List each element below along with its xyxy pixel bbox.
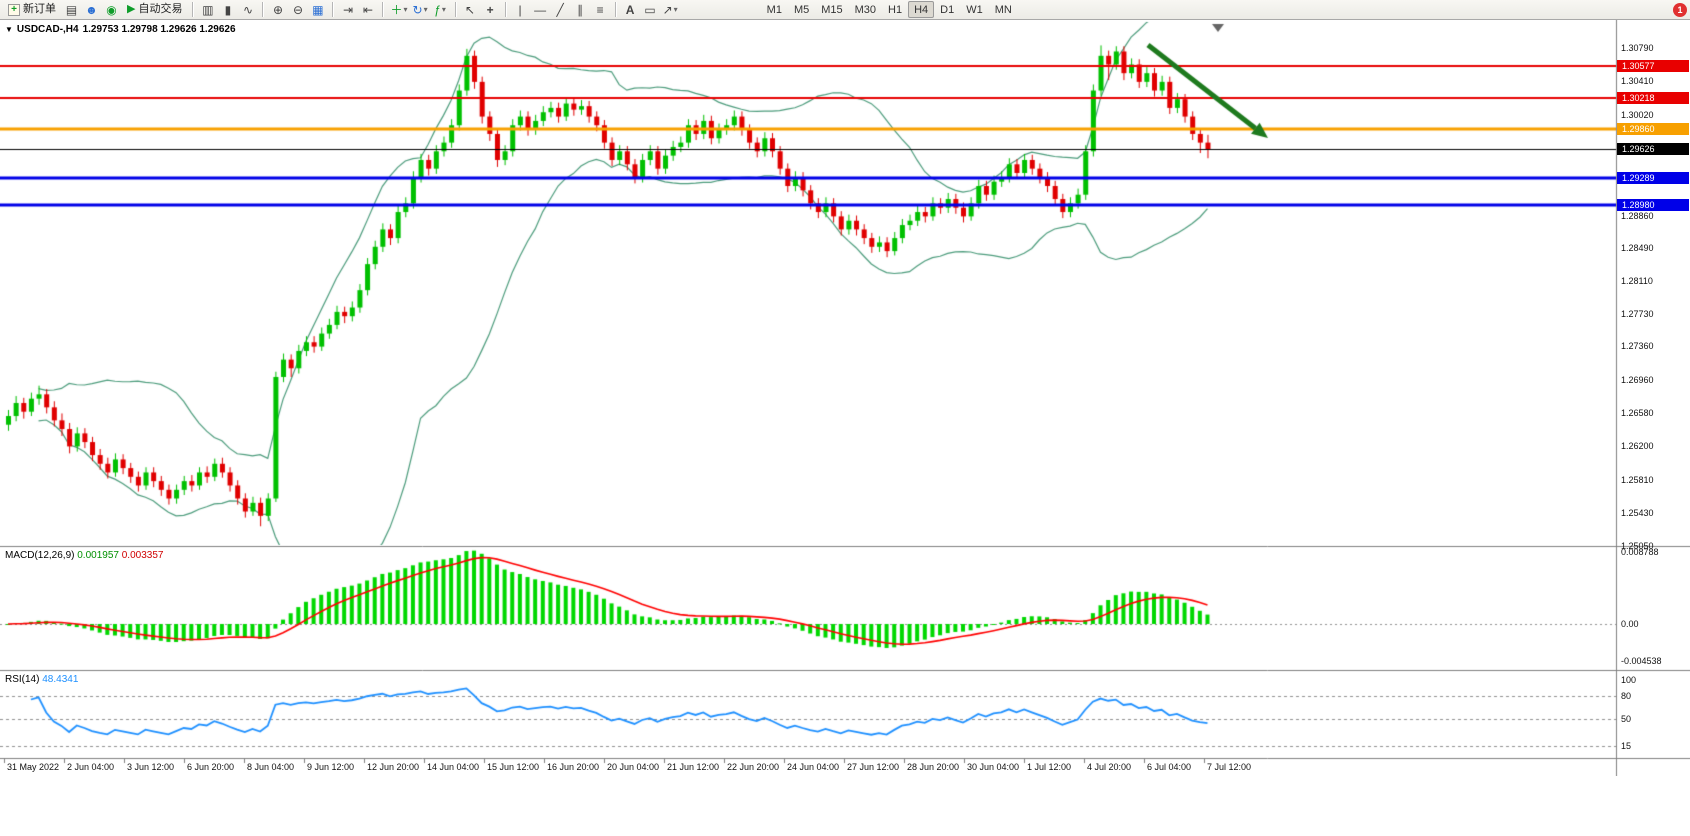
timeframe-h1[interactable]: H1	[888, 3, 903, 16]
label-tool-icon[interactable]: ▭	[644, 2, 656, 17]
support-icon[interactable]: ◉	[106, 2, 117, 17]
new-order-icon: +	[8, 3, 20, 16]
toolbar-separator	[454, 2, 456, 17]
horizontal-line-icon[interactable]: —	[534, 2, 547, 17]
line-chart-icon[interactable]: ∿	[242, 2, 253, 17]
new-chart-button[interactable]: ＋ ▾	[390, 2, 408, 17]
zoom-out-icon[interactable]: ⊖	[292, 2, 303, 17]
toolbar-separator	[192, 2, 194, 17]
timeframe-group: M1 M5 M15 M30 H1 H4 D1 W1 MN	[761, 1, 1018, 18]
new-order-label: 新订单	[23, 3, 56, 15]
toolbar: + 新订单 ▤ ☻ ◉ ▶ 自动交易 ▥ ▮ ∿ ⊕ ⊖ ▦ ⇥ ⇤ ＋ ▾ ↻ ▾…	[0, 0, 1690, 20]
timeframe-m30[interactable]: M30	[854, 3, 877, 16]
timeframe-m15[interactable]: M15	[821, 3, 843, 16]
cursor-icon[interactable]: ↖	[465, 2, 476, 17]
channel-icon[interactable]: ∥	[577, 2, 584, 17]
chart-shift-icon[interactable]: ⇤	[362, 2, 373, 17]
trendline-icon[interactable]: ╱	[556, 2, 564, 17]
zoom-in-icon[interactable]: ⊕	[272, 2, 283, 17]
text-tool-icon[interactable]: A	[625, 2, 635, 17]
autotrading-button[interactable]: ▶ 自动交易	[122, 1, 187, 19]
timeframe-w1[interactable]: W1	[966, 3, 983, 16]
autotrading-label: 自动交易	[138, 3, 183, 15]
tile-windows-icon[interactable]: ▦	[312, 2, 324, 17]
vertical-line-icon[interactable]: |	[518, 2, 522, 17]
indicators-button[interactable]: ƒ ▾	[434, 2, 446, 17]
community-icon[interactable]: ☻	[85, 2, 98, 17]
crosshair-icon[interactable]: +	[486, 2, 494, 17]
timeframe-h4[interactable]: H4	[908, 1, 935, 18]
toolbar-separator	[504, 2, 506, 17]
timeframe-mn[interactable]: MN	[994, 3, 1012, 16]
chart-canvas[interactable]	[0, 20, 1690, 776]
chart-window-icon[interactable]: ▤	[65, 2, 78, 17]
candlestick-chart-icon[interactable]: ▮	[224, 2, 232, 17]
chart-window: ▼ USDCAD-,H4 1.29753 1.29798 1.29626 1.2…	[0, 20, 1690, 776]
profiles-button[interactable]: ↻ ▾	[412, 2, 428, 17]
arrows-tool-icon[interactable]: ↗ ▾	[662, 2, 678, 17]
toolbar-separator	[382, 2, 384, 17]
toolbar-separator	[262, 2, 264, 17]
autotrading-play-icon: ▶	[127, 3, 136, 15]
auto-scroll-icon[interactable]: ⇥	[342, 2, 353, 17]
timeframe-m5[interactable]: M5	[793, 3, 810, 16]
timeframe-m1[interactable]: M1	[766, 3, 782, 16]
timeframe-d1[interactable]: D1	[940, 3, 955, 16]
bar-chart-icon[interactable]: ▥	[202, 2, 214, 17]
toolbar-separator	[332, 2, 334, 17]
toolbar-separator	[614, 2, 616, 17]
notification-badge[interactable]: 1	[1673, 2, 1687, 17]
fibonacci-icon[interactable]: ≡	[596, 2, 604, 17]
new-order-button[interactable]: + 新订单	[3, 1, 61, 19]
